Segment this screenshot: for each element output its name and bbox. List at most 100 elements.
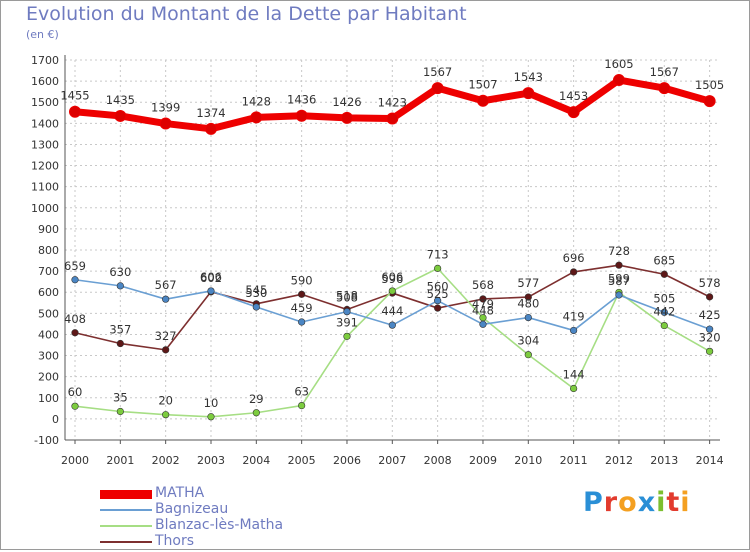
data-point	[69, 105, 81, 118]
data-label: 1507	[468, 78, 497, 92]
x-tick-label: 2006	[333, 454, 361, 467]
data-label: 60	[68, 385, 83, 399]
data-label: 713	[427, 247, 449, 261]
x-tick-label: 2007	[378, 454, 406, 467]
data-label: 63	[294, 385, 309, 399]
data-label: 606	[200, 270, 222, 284]
data-label: 568	[472, 278, 494, 292]
data-label: 1428	[242, 94, 271, 108]
data-point	[706, 347, 714, 355]
data-label: 545	[245, 283, 267, 297]
data-label: 505	[653, 291, 675, 305]
data-point	[479, 320, 487, 328]
y-tick-label: 1700	[31, 54, 59, 67]
data-point	[658, 82, 671, 95]
data-label: 1426	[332, 95, 361, 109]
y-tick-label: 500	[38, 307, 59, 320]
y-tick-label: 700	[38, 265, 59, 278]
data-point	[612, 74, 625, 87]
data-point	[162, 411, 170, 419]
data-point	[252, 409, 260, 417]
data-point	[298, 318, 306, 326]
data-point	[434, 297, 442, 305]
data-label: 577	[517, 276, 539, 290]
data-label: 448	[472, 303, 494, 317]
data-label: 1455	[60, 89, 89, 103]
data-label: 606	[381, 270, 403, 284]
data-label: 442	[653, 305, 675, 319]
data-point	[434, 304, 442, 312]
data-point	[71, 329, 79, 337]
data-label: 1435	[106, 93, 135, 107]
legend-swatch-thors	[100, 541, 152, 543]
x-tick-label: 2009	[469, 454, 497, 467]
data-label: 590	[291, 273, 313, 287]
data-point	[706, 325, 714, 333]
legend-label-bagnizeau: Bagnizeau	[155, 501, 229, 517]
data-point	[207, 287, 215, 295]
legend-swatch-matha	[100, 490, 152, 499]
data-point	[116, 282, 124, 290]
data-point	[162, 346, 170, 354]
chart-unit-label: (en €)	[26, 28, 59, 41]
data-point	[71, 402, 79, 410]
x-tick-label: 2002	[152, 454, 180, 467]
data-label: 685	[653, 253, 675, 267]
data-point	[250, 111, 263, 124]
data-label: 408	[64, 312, 86, 326]
data-point	[207, 413, 215, 421]
data-point	[114, 109, 127, 122]
data-label: 444	[381, 304, 403, 318]
data-point	[434, 264, 442, 272]
y-tick-label: 900	[38, 223, 59, 236]
data-point	[524, 293, 532, 301]
data-label: 20	[158, 394, 173, 408]
data-label: 1374	[196, 106, 225, 120]
data-point	[162, 295, 170, 303]
data-point	[343, 332, 351, 340]
data-point	[159, 117, 172, 130]
data-label: 659	[64, 259, 86, 273]
data-point	[298, 290, 306, 298]
y-tick-label: 1200	[31, 160, 59, 173]
data-label: 29	[249, 392, 264, 406]
y-tick-label: 400	[38, 328, 59, 341]
data-point	[706, 293, 714, 301]
y-tick-label: 1600	[31, 75, 59, 88]
data-point	[71, 276, 79, 284]
legend-swatch-blanzac	[100, 525, 152, 527]
y-tick-label: 1300	[31, 138, 59, 151]
data-label: 35	[113, 391, 128, 405]
data-point	[703, 95, 716, 108]
data-label: 425	[699, 308, 721, 322]
data-label: 1399	[151, 101, 180, 115]
data-label: 1567	[423, 65, 452, 79]
data-point	[570, 268, 578, 276]
x-tick-label: 2010	[514, 454, 542, 467]
data-label: 1505	[695, 78, 724, 92]
x-tick-label: 2011	[560, 454, 588, 467]
data-point	[476, 94, 489, 107]
data-point	[340, 111, 353, 124]
data-point	[524, 313, 532, 322]
data-label: 560	[427, 280, 449, 294]
x-tick-label: 2012	[605, 454, 633, 467]
y-tick-label: 300	[38, 350, 59, 363]
data-point	[116, 407, 124, 416]
data-label: 578	[699, 276, 721, 290]
y-tick-label: 1500	[31, 96, 59, 109]
x-tick-label: 2003	[197, 454, 225, 467]
data-point	[386, 112, 399, 125]
data-point	[567, 106, 580, 119]
data-label: 599	[608, 271, 630, 285]
data-label: 480	[517, 297, 539, 311]
data-point	[615, 291, 623, 299]
data-point	[660, 308, 668, 316]
x-tick-label: 2014	[696, 454, 724, 467]
data-label: 530	[245, 286, 267, 300]
y-tick-label: 800	[38, 244, 59, 257]
data-label: 1543	[514, 70, 543, 84]
x-tick-label: 2008	[424, 454, 452, 467]
data-label: 525	[427, 287, 449, 301]
